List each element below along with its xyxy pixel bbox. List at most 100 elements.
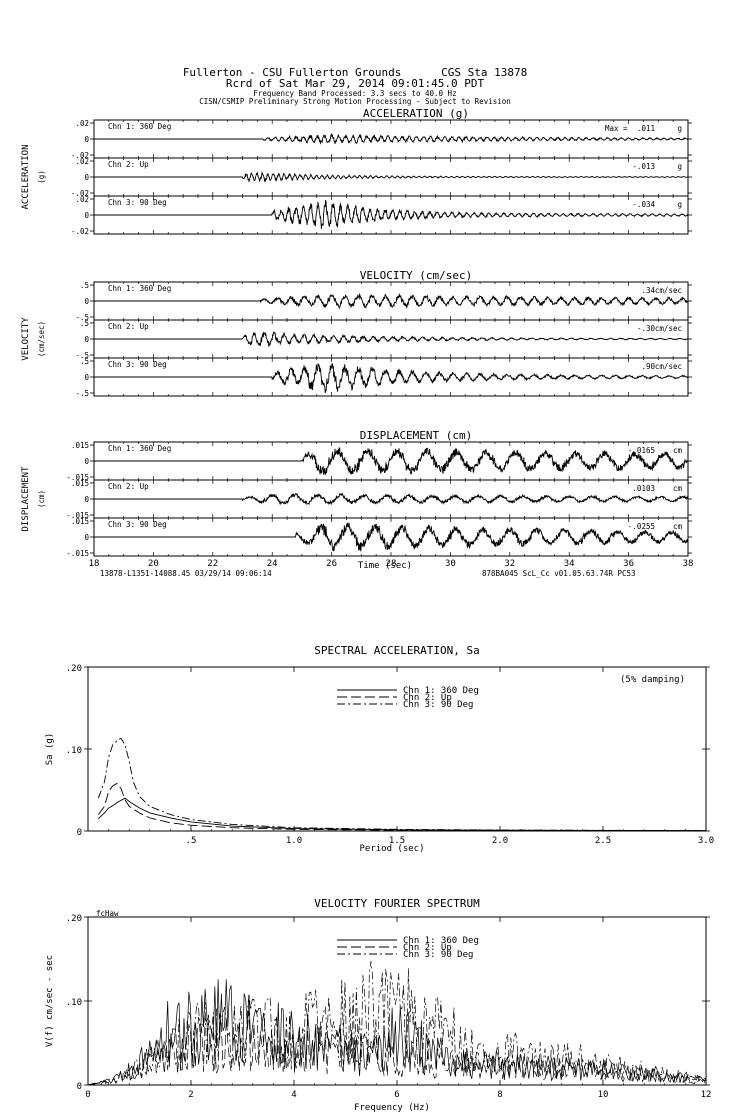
channel-trace-group: .015 0 -.015 Chn 3: 90 Deg -.0255 cm [66,517,692,558]
max-prefix: Max = [605,124,628,133]
channel-trace-group: .015 0 -.015 Chn 1: 360 Deg -.0165 cm [66,441,692,482]
peak-unit: cm/sec [655,286,682,295]
time-tick-label: 26 [326,559,337,569]
x-tick-label: 12 [701,1090,712,1100]
y-tick-label: 0 [84,173,89,182]
y-tick-label: -.5 [75,313,89,322]
spectrum-series-line [97,782,707,832]
y-tick-label: 0 [84,297,89,306]
x-tick-label: 2 [188,1090,193,1100]
y-tick-label: .5 [80,319,89,328]
y-tick-label: .015 [71,517,89,526]
corner-label: fcHaw [96,909,119,918]
channel-trace-group: .5 0 -.5 Chn 1: 360 Deg .34 cm/sec [75,281,692,322]
y-tick-label: .02 [75,157,89,166]
channel-waveform [94,199,689,229]
peak-unit: g [677,200,682,209]
time-tick-label: 18 [89,559,100,569]
y-tick-label: .5 [80,357,89,366]
y-tick-label: -.02 [71,227,89,236]
spectrum-title: VELOCITY FOURIER SPECTRUM [314,897,480,910]
header-processing-note: CISN/CSMIP Preliminary Strong Motion Pro… [199,97,511,106]
x-tick-label: 6 [394,1090,399,1100]
channel-waveform [94,331,689,347]
header-record-line: Rcrd of Sat Mar 29, 2014 09:01:45.0 PDT [226,77,485,90]
y-tick-label: 0 [84,533,89,542]
channel-waveform [94,522,689,552]
header-station-line: Fullerton - CSU Fullerton Grounds CGS St… [183,66,527,79]
velocity-time-history: VELOCITY (cm/sec) VELOCITY (cm/sec) .5 0 -.5 C… [21,269,692,398]
y-tick-label: .10 [66,998,82,1008]
panel-title: VELOCITY (cm/sec) [360,269,473,282]
y-tick-label: .20 [66,664,82,674]
channel-label: Chn 2: Up [108,322,149,331]
y-tick-label: .5 [80,281,89,290]
x-tick-label: 3.0 [698,836,714,846]
header-frequency-band: Frequency Band Processed: 3.3 secs to 40… [253,89,456,98]
figure-header: Fullerton - CSU Fullerton Grounds CGS St… [183,66,527,106]
x-tick-label: 4 [291,1090,296,1100]
peak-unit: cm [673,484,683,493]
peak-value: -.0255 [628,522,655,531]
time-tick-label: 28 [386,559,397,569]
legend-entry: Chn 3: 90 Deg [403,950,473,960]
y-tick-label: 0 [84,335,89,344]
channel-waveform [94,446,689,476]
legend-entry: Chn 2: Up [403,943,452,953]
panel-yunit: (cm) [37,490,46,508]
y-tick-label: .02 [75,195,89,204]
x-tick-label: 8 [497,1090,502,1100]
channel-waveform [94,133,689,145]
displacement-time-history: DISPLACEMENT (cm) DISPLACEMENT (cm) .015 0 -.… [21,429,693,571]
spectrum-series-line [87,979,707,1086]
time-tick-label: 22 [207,559,218,569]
peak-unit: g [677,124,682,133]
peak-value: .90 [641,362,655,371]
x-tick-label: 0 [85,1090,90,1100]
spectrum-ylabel: V(f) cm/sec - sec [45,955,55,1047]
panel-yunit: (g) [37,170,46,184]
y-tick-label: -.015 [66,549,89,558]
peak-value: -.30 [637,324,656,333]
panel-yunit: (cm/sec) [37,321,46,357]
x-tick-label: .5 [186,836,197,846]
channel-label: Chn 3: 90 Deg [108,360,167,369]
peak-value: .011 [637,124,655,133]
x-tick-label: 1.5 [389,836,405,846]
channel-label: Chn 1: 360 Deg [108,284,171,293]
channel-trace-group: .02 0 -.02 Chn 1: 360 Deg Max = .011 g [71,119,692,160]
y-tick-label: 0 [77,1082,82,1092]
channel-waveform [94,492,689,506]
time-axis-label: Time (sec) [358,561,412,571]
y-tick-label: -.02 [71,189,89,198]
panel-ylabel: DISPLACEMENT [21,466,31,532]
y-tick-label: -.015 [66,511,89,520]
time-tick-label: 30 [445,559,456,569]
spectrum-series-line [87,1010,707,1086]
figure-footer: 13878-L1351-14088.45 03/29/14 09:06:14 8… [100,569,636,578]
peak-value: .34 [641,286,655,295]
y-tick-label: .015 [71,441,89,450]
channel-trace-group: .02 0 -.02 Chn 2: Up -.013 g [71,157,692,198]
spectrum-frame [87,666,707,832]
y-tick-label: -.5 [75,351,89,360]
y-tick-label: 0 [84,135,89,144]
y-tick-label: .02 [75,119,89,128]
peak-unit: cm [673,446,683,455]
peak-unit: cm/sec [655,362,682,371]
channel-trace-group: .02 0 -.02 Chn 3: 90 Deg -.034 g [71,195,692,236]
y-tick-label: .015 [71,479,89,488]
velocity-fourier-spectrum-chart: VELOCITY FOURIER SPECTRUM .20 .10 00 2 4 6 8 10 1… [45,897,711,1113]
spectrum-title: SPECTRAL ACCELERATION, Sa [314,644,480,657]
peak-unit: g [677,162,682,171]
channel-trace-group: .5 0 -.5 Chn 3: 90 Deg .90 cm/sec [75,357,692,398]
y-tick-label: .10 [66,746,82,756]
panel-title: ACCELERATION (g) [363,107,469,120]
y-tick-label: 0 [84,495,89,504]
channel-label: Chn 1: 360 Deg [108,122,171,131]
spectrum-series-line [97,737,707,832]
channel-label: Chn 3: 90 Deg [108,520,167,529]
channel-label: Chn 2: Up [108,482,149,491]
channel-waveform [94,362,689,394]
acceleration-time-history: ACCELERATION (g) ACCELERATION (g) .02 0 -.02 C… [21,107,692,236]
